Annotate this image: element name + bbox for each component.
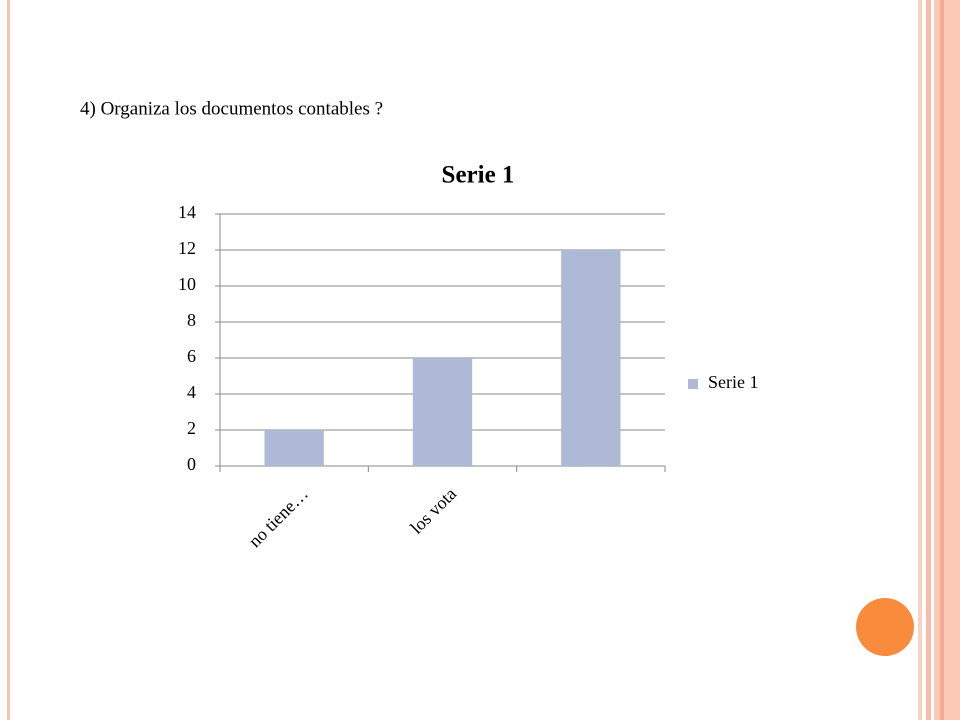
y-tick-label: 12 [178,238,196,258]
right-stripe [926,0,931,720]
legend-label: Serie 1 [708,372,758,392]
right-stripe [940,0,944,720]
x-tick-label: no tiene… [244,484,312,552]
y-tick-label: 14 [178,202,196,222]
right-stripe [934,0,960,720]
bar [412,358,473,466]
x-tick-label: los vota [406,484,460,538]
slide-heading: 4) Organiza los documentos contables ? [80,98,383,119]
y-tick-label: 2 [187,418,196,438]
y-tick-label: 4 [187,382,196,402]
y-tick-label: 0 [187,454,196,474]
bar [561,250,621,466]
decor-circle [856,598,914,656]
y-tick-label: 8 [187,310,196,330]
bar [264,430,324,466]
chart-title: Serie 1 [442,162,515,189]
y-tick-label: 6 [187,346,196,366]
right-stripe [918,0,922,720]
y-tick-label: 10 [178,274,196,294]
legend-swatch [688,379,698,389]
left-border [7,0,10,720]
